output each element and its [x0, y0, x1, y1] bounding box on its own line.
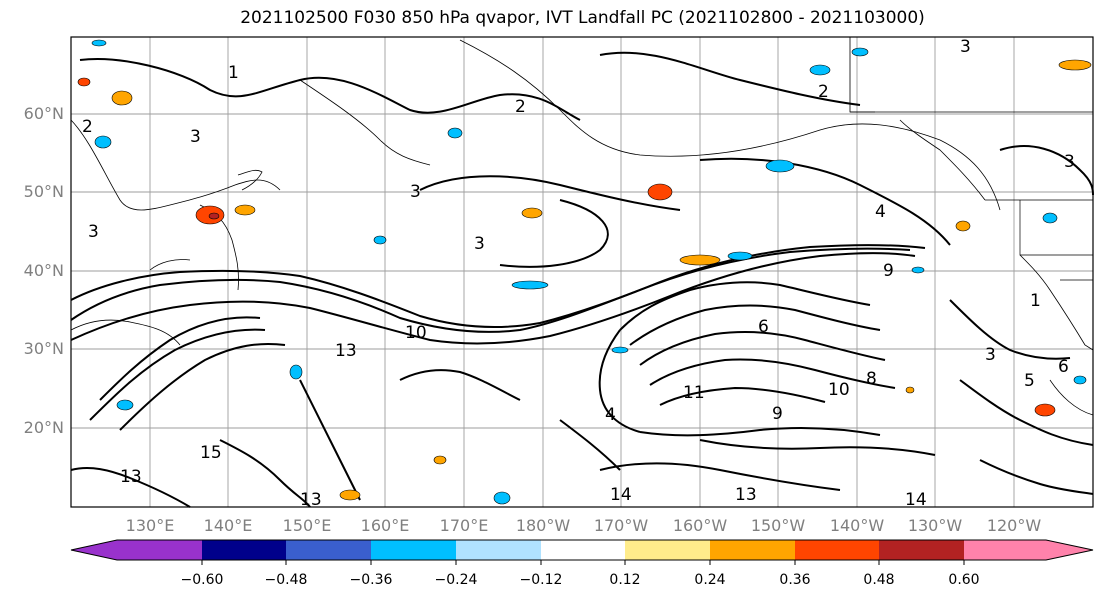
- colorbar-bin: [964, 540, 1046, 560]
- ivt-contours: [70, 51, 1094, 508]
- contour-label: 8: [866, 369, 877, 389]
- colorbar-tick-label: 0.36: [779, 572, 811, 588]
- contour-label: 13: [335, 341, 357, 361]
- contour-label: 10: [405, 323, 427, 343]
- colorbar-bin: [795, 540, 879, 560]
- lon-label: 140°W: [829, 516, 885, 535]
- lat-label: 20°N: [23, 418, 64, 437]
- lon-label: 170°W: [593, 516, 649, 535]
- colorbar-tick-label: −0.48: [264, 572, 308, 588]
- lon-label: 120°W: [986, 516, 1042, 535]
- contour-label: 2: [818, 82, 829, 102]
- lon-label: 130°E: [125, 516, 175, 535]
- colorbar: [70, 539, 1094, 565]
- lon-label: 170°E: [439, 516, 489, 535]
- colorbar-bin: [202, 540, 286, 560]
- contour-label: 4: [605, 405, 616, 425]
- colorbar-tick-label: −0.24: [434, 572, 478, 588]
- chart-title: 2021102500 F030 850 hPa qvapor, IVT Land…: [240, 8, 925, 28]
- borders: [850, 111, 1093, 281]
- lat-label: 60°N: [23, 104, 64, 123]
- colorbar-bin: [625, 540, 710, 560]
- contour-label: 3: [985, 345, 996, 365]
- colorbar-tick-label: 0.12: [609, 572, 641, 588]
- colorbar-extend-max: [1046, 540, 1093, 560]
- colorbar-tick-label: 0.48: [863, 572, 895, 588]
- colorbar-tick-label: −0.12: [519, 572, 563, 588]
- colorbar-bin: [371, 540, 456, 560]
- colorbar-bin: [710, 540, 795, 560]
- contour-label: 3: [960, 37, 971, 57]
- contour-label: 6: [758, 317, 769, 337]
- colorbar-bin: [541, 540, 625, 560]
- contour-label: 5: [1024, 371, 1035, 391]
- contour-label: 2: [82, 117, 93, 137]
- contour-label: 15: [200, 443, 222, 463]
- contour-label: 3: [474, 234, 485, 254]
- lon-label: 140°E: [203, 516, 253, 535]
- colorbar-tick-label: −0.36: [349, 572, 393, 588]
- lat-label: 50°N: [23, 182, 64, 201]
- contour-label: 2: [515, 97, 526, 117]
- contour-label: 11: [683, 383, 705, 403]
- contour-label: 14: [610, 485, 632, 505]
- contour-label: 6: [1058, 357, 1069, 377]
- contour-label: 9: [772, 404, 783, 424]
- contour-label: 9: [883, 261, 894, 281]
- contour-label: 4: [875, 202, 886, 222]
- colorbar-outline: [70, 539, 1094, 561]
- contour-label: 10: [828, 380, 850, 400]
- contour-labels: 1 2 3 3 3 3 2 3 4 9 10 10 13 15 13 13 14…: [82, 37, 1075, 510]
- lat-label: 30°N: [23, 339, 64, 358]
- contour-label: 13: [735, 485, 757, 505]
- contour-label: 3: [410, 182, 421, 202]
- map-frame: [70, 36, 1094, 508]
- contour-label: 3: [1064, 152, 1075, 172]
- colorbar-bin: [286, 540, 371, 560]
- colorbar-tick-label: −0.60: [180, 572, 224, 588]
- lon-label: 150°E: [282, 516, 332, 535]
- qvapor-shading: [77, 39, 1092, 505]
- contour-label: 13: [120, 467, 142, 487]
- contour-label: 1: [228, 63, 239, 83]
- colorbar-extend-min: [71, 540, 117, 560]
- lat-label: 40°N: [23, 261, 64, 280]
- contour-label: 14: [905, 490, 927, 510]
- contour-label: 3: [88, 222, 99, 242]
- lon-label: 160°W: [672, 516, 728, 535]
- contour-label: 13: [300, 490, 322, 510]
- colorbar-bin: [879, 540, 964, 560]
- contour-label: 3: [190, 127, 201, 147]
- colorbar-tick-label: 0.24: [694, 572, 726, 588]
- colorbar-bin: [456, 540, 541, 560]
- colorbar-tick-label: 0.60: [948, 572, 980, 588]
- graticule: [71, 37, 1093, 507]
- lon-label: 150°W: [750, 516, 806, 535]
- contour-label: 1: [1030, 291, 1041, 311]
- lon-label: 180°W: [515, 516, 571, 535]
- colorbar-bin: [117, 540, 202, 560]
- lon-label: 130°W: [907, 516, 963, 535]
- lon-label: 160°E: [360, 516, 410, 535]
